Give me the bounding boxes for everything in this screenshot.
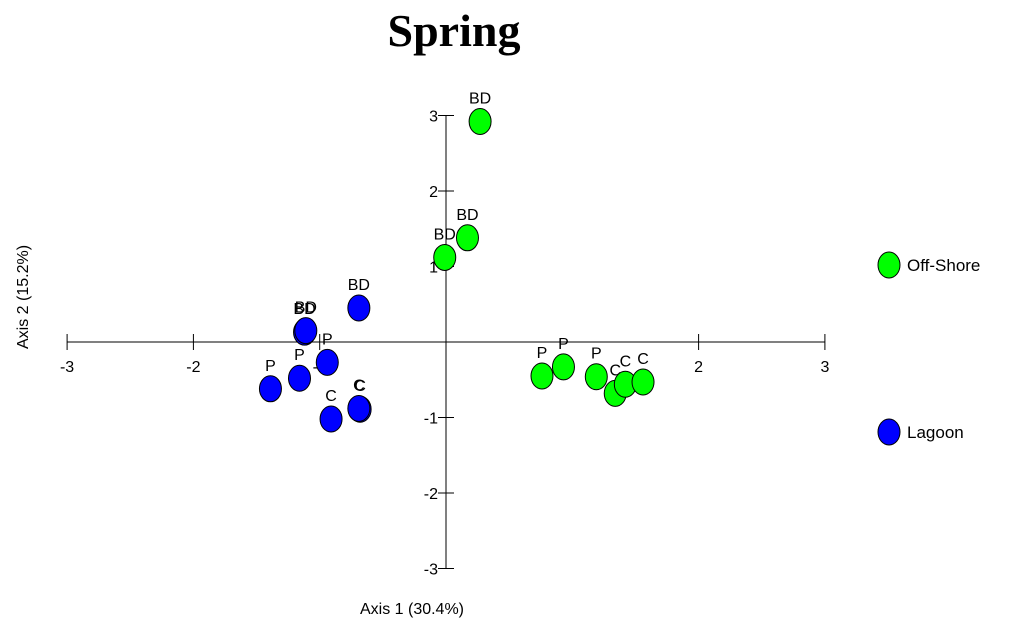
lagoon-point <box>347 394 371 422</box>
x-tick-label: -3 <box>60 359 74 376</box>
off-shore-point <box>468 108 492 136</box>
legend-label-lagoon: Lagoon <box>907 423 964 442</box>
off-shore-point-label: C <box>609 362 621 379</box>
off-shore-point-label: C <box>620 353 632 370</box>
x-tick-label: 3 <box>820 359 829 376</box>
lagoon-point-label: BD <box>348 277 370 294</box>
y-tick-label: 3 <box>429 109 438 126</box>
lagoon-point <box>319 405 343 433</box>
off-shore-point <box>433 243 457 271</box>
y-tick-label: 1 <box>429 260 438 277</box>
lagoon-point <box>287 364 311 392</box>
lagoon-point-label: P <box>322 331 333 348</box>
off-shore-point <box>530 362 554 390</box>
lagoon-point-label: P <box>265 358 276 375</box>
off-shore-point-label: P <box>591 346 602 363</box>
lagoon-point-label: BD <box>295 300 317 317</box>
lagoon-point-label: C <box>353 377 365 394</box>
off-shore-point <box>584 363 608 391</box>
lagoon-point-label: C <box>354 378 366 395</box>
off-shore-point-label: BD <box>434 226 456 243</box>
lagoon-point-label: BD <box>293 301 315 318</box>
y-axis-label: Axis 2 (15.2%) <box>15 245 32 349</box>
y-tick-label: 2 <box>429 184 438 201</box>
x-tick-label: 2 <box>694 359 703 376</box>
lagoon-point <box>294 317 318 345</box>
y-tick-label: -1 <box>424 411 438 428</box>
off-shore-point <box>455 224 479 252</box>
lagoon-point-label: P <box>294 347 305 364</box>
off-shore-point-label: P <box>558 336 569 353</box>
y-tick-label: -3 <box>424 562 438 579</box>
off-shore-point-label: BD <box>469 91 491 108</box>
lagoon-point <box>258 375 282 403</box>
off-shore-point <box>631 368 655 396</box>
off-shore-point-label: BD <box>456 207 478 224</box>
lagoon-point <box>347 294 371 322</box>
off-shore-point-label: C <box>637 351 649 368</box>
x-tick-label: -2 <box>186 359 200 376</box>
legend-marker-lagoon <box>877 418 901 446</box>
legend: Off-Shore Lagoon <box>877 251 980 446</box>
x-axis-label: Axis 1 (30.4%) <box>360 601 464 618</box>
legend-marker-off-shore <box>877 251 901 279</box>
y-tick-label: -2 <box>424 486 438 503</box>
off-shore-point <box>551 353 575 381</box>
lagoon-point-label: C <box>325 388 337 405</box>
lagoon-point <box>315 348 339 376</box>
legend-label-off-shore: Off-Shore <box>907 256 980 275</box>
off-shore-point-label: P <box>537 345 548 362</box>
chart-title: Spring <box>388 5 521 56</box>
